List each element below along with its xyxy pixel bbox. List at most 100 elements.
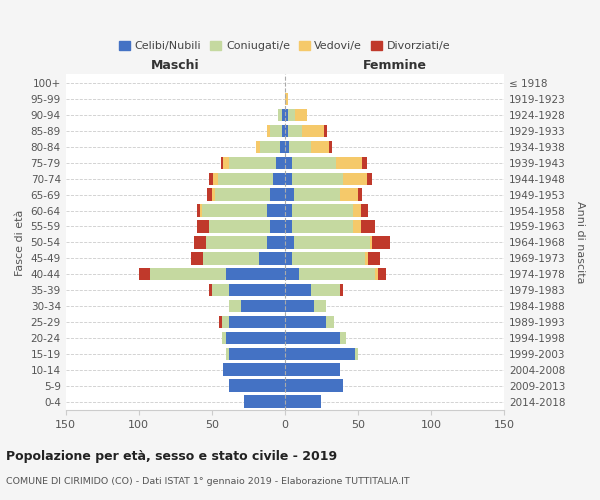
Bar	[208, 188, 212, 201]
Bar	[358, 188, 362, 201]
Y-axis label: Anni di nascita: Anni di nascita	[575, 201, 585, 283]
Bar	[260, 140, 280, 153]
Bar	[285, 332, 340, 344]
Bar	[285, 109, 288, 122]
Bar	[353, 220, 361, 232]
Bar	[288, 109, 295, 122]
Bar	[311, 284, 340, 296]
Bar	[329, 140, 332, 153]
Bar	[365, 252, 368, 264]
Bar	[226, 348, 229, 360]
Bar	[229, 348, 285, 360]
Bar	[379, 268, 386, 280]
Bar	[270, 125, 282, 137]
Bar	[373, 236, 390, 248]
Bar	[209, 172, 213, 185]
Bar	[229, 316, 285, 328]
Bar	[285, 140, 289, 153]
Text: Femmine: Femmine	[362, 59, 427, 72]
Bar	[285, 364, 340, 376]
Bar	[285, 300, 314, 312]
Bar	[340, 284, 343, 296]
Bar	[202, 204, 267, 217]
Bar	[139, 268, 151, 280]
Bar	[282, 125, 285, 137]
Bar	[362, 156, 367, 169]
Bar	[292, 204, 353, 217]
Bar	[206, 236, 267, 248]
Bar	[299, 268, 376, 280]
Bar	[229, 156, 276, 169]
Bar	[355, 348, 358, 360]
Bar	[273, 172, 285, 185]
Bar	[285, 204, 292, 217]
Bar	[285, 188, 293, 201]
Bar	[229, 300, 241, 312]
Bar	[292, 172, 343, 185]
Bar	[215, 188, 270, 201]
Bar	[209, 220, 270, 232]
Bar	[212, 284, 229, 296]
Bar	[292, 220, 353, 232]
Bar	[241, 300, 285, 312]
Bar	[285, 252, 292, 264]
Bar	[226, 268, 285, 280]
Bar	[293, 236, 370, 248]
Bar	[289, 140, 311, 153]
Bar	[361, 204, 368, 217]
Bar	[285, 316, 326, 328]
Bar	[285, 396, 322, 407]
Text: Maschi: Maschi	[151, 59, 200, 72]
Bar	[340, 332, 346, 344]
Bar	[270, 220, 285, 232]
Bar	[270, 188, 285, 201]
Bar	[151, 268, 226, 280]
Bar	[197, 220, 209, 232]
Bar	[376, 268, 379, 280]
Bar	[288, 125, 302, 137]
Bar	[292, 252, 365, 264]
Bar	[314, 300, 326, 312]
Bar	[285, 220, 292, 232]
Bar	[311, 140, 329, 153]
Bar	[285, 172, 292, 185]
Bar	[302, 125, 324, 137]
Bar	[326, 316, 334, 328]
Y-axis label: Fasce di età: Fasce di età	[15, 209, 25, 276]
Bar	[367, 172, 373, 185]
Bar	[276, 156, 285, 169]
Bar	[229, 284, 285, 296]
Bar	[343, 172, 367, 185]
Text: COMUNE DI CIRIMIDO (CO) - Dati ISTAT 1° gennaio 2019 - Elaborazione TUTTITALIA.I: COMUNE DI CIRIMIDO (CO) - Dati ISTAT 1° …	[6, 478, 410, 486]
Bar	[278, 109, 282, 122]
Bar	[285, 380, 343, 392]
Bar	[256, 140, 260, 153]
Bar	[267, 236, 285, 248]
Bar	[336, 156, 362, 169]
Bar	[285, 156, 292, 169]
Bar	[212, 188, 215, 201]
Bar	[194, 236, 206, 248]
Bar	[213, 172, 218, 185]
Bar	[282, 109, 285, 122]
Bar	[221, 156, 223, 169]
Bar	[222, 316, 229, 328]
Bar	[285, 268, 299, 280]
Bar	[285, 236, 293, 248]
Text: Popolazione per età, sesso e stato civile - 2019: Popolazione per età, sesso e stato civil…	[6, 450, 337, 463]
Bar	[361, 220, 376, 232]
Bar	[353, 204, 361, 217]
Bar	[218, 172, 273, 185]
Bar	[197, 204, 200, 217]
Bar	[191, 252, 203, 264]
Bar	[223, 156, 229, 169]
Bar	[267, 204, 285, 217]
Bar	[295, 109, 307, 122]
Bar	[209, 284, 212, 296]
Bar	[285, 93, 288, 106]
Bar	[226, 332, 285, 344]
Bar	[229, 380, 285, 392]
Bar	[222, 332, 226, 344]
Bar	[200, 204, 202, 217]
Bar	[244, 396, 285, 407]
